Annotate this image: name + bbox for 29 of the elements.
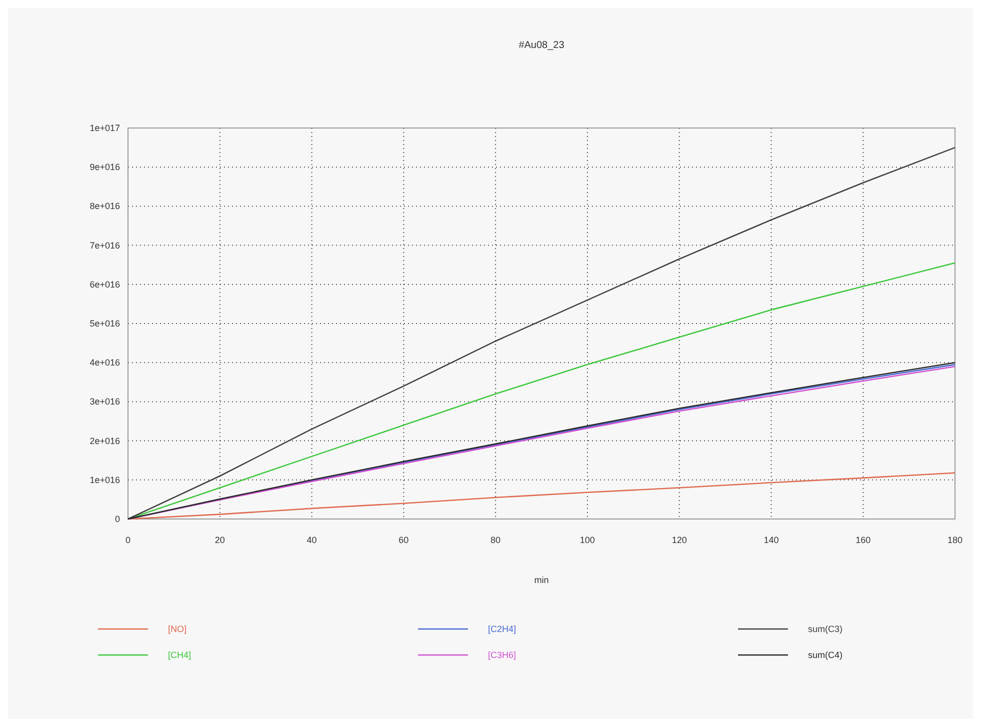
chart-title: #Au08_23 [518, 40, 565, 51]
y-tick-label: 1e+017 [90, 123, 120, 133]
text: [CH4] [168, 650, 192, 660]
y-tick-label: 9e+016 [90, 162, 120, 172]
y-tick-label: 7e+016 [90, 240, 120, 250]
y-tick-label: 3e+016 [90, 396, 120, 407]
text: sum(C4) [808, 650, 843, 660]
text: [C2H4] [488, 624, 516, 634]
y-tick-label: 1e+016 [90, 474, 120, 485]
text: [NO] [168, 624, 187, 634]
x-tick-label: 20 [214, 535, 225, 545]
x-tick-label: 180 [947, 535, 963, 545]
x-axis-title: min [534, 575, 549, 585]
y-tick-label: 8e+016 [90, 201, 120, 212]
x-tick-label: 0 [125, 535, 131, 545]
x-tick-label: 40 [306, 535, 317, 545]
x-tick-label: 100 [580, 535, 595, 545]
text: [C3H6] [488, 650, 516, 660]
x-tick-label: 60 [398, 535, 409, 545]
x-tick-label: 120 [672, 535, 687, 545]
y-tick-label: 5e+016 [90, 318, 120, 328]
x-tick-label: 80 [490, 535, 501, 545]
y-tick-label: 6e+016 [90, 279, 120, 290]
x-tick-label: 140 [764, 535, 779, 545]
x-tick-label: 160 [856, 535, 871, 545]
y-tick-label: 2e+016 [90, 436, 120, 446]
y-tick-label: 4e+016 [90, 358, 120, 368]
y-tick-label: 0 [114, 514, 120, 524]
text: sum(C3) [808, 624, 843, 634]
